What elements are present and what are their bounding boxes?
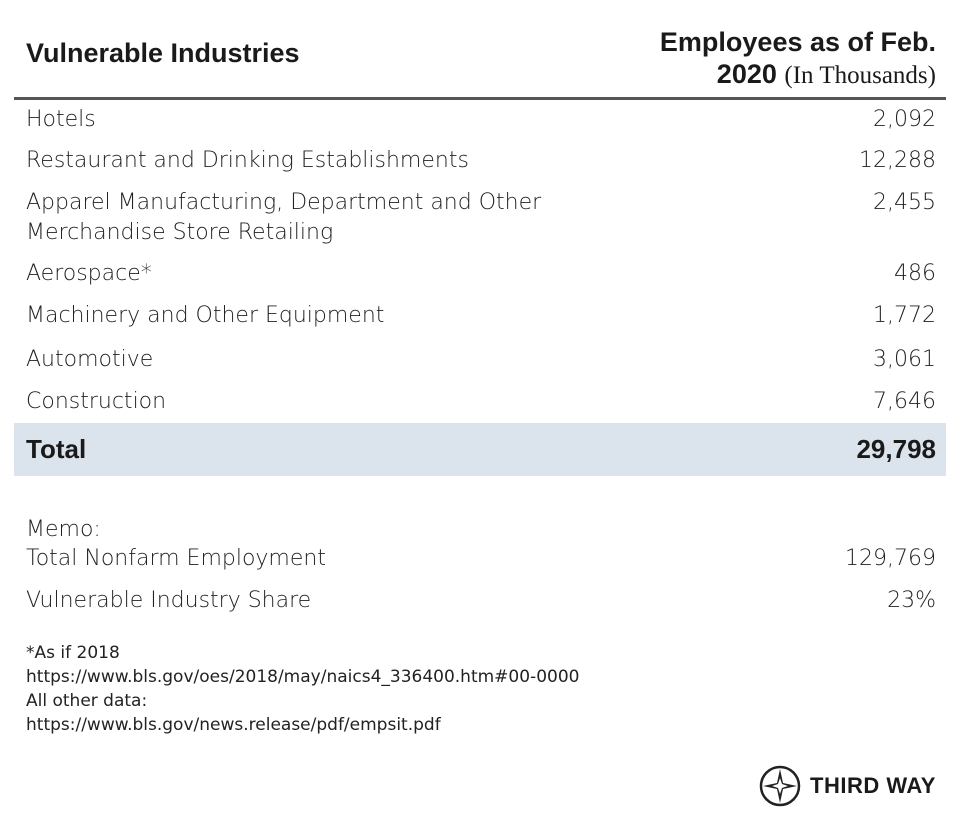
row-value: 2,092 [873, 107, 936, 132]
total-label: Total [26, 434, 87, 464]
row-label: Construction [26, 389, 167, 414]
row-label: Apparel Manufacturing, Department and Ot… [26, 190, 542, 245]
row-value: 3,061 [873, 347, 936, 372]
brand-icon [759, 765, 801, 807]
row-value: 1,772 [873, 303, 936, 328]
footnote: *As if 2018 [26, 643, 120, 663]
row-label: Automotive [26, 347, 154, 372]
memo-label: Vulnerable Industry Share [26, 588, 312, 613]
header-rule [14, 97, 946, 100]
row-value: 2,455 [873, 190, 936, 215]
row-label: Aerospace* [26, 261, 152, 286]
header-value-text: Employees as of Feb. 2020 [659, 27, 936, 89]
memo-value: 129,769 [845, 546, 936, 571]
footnote: https://www.bls.gov/news.release/pdf/emp… [26, 715, 441, 735]
total-value: 29,798 [856, 434, 936, 464]
total-row: Total 29,798 [14, 423, 946, 476]
row-label: Machinery and Other Equipment [26, 303, 385, 328]
memo-label: Total Nonfarm Employment [26, 546, 326, 571]
brand-logo: THIRD WAY [758, 764, 948, 808]
footnote: https://www.bls.gov/oes/2018/may/naics4_… [26, 667, 580, 687]
memo-title: Memo: [26, 517, 101, 542]
row-value: 12,288 [859, 148, 936, 173]
header-label: Vulnerable Industries [26, 38, 300, 68]
row-value: 486 [894, 261, 936, 286]
row-label: Hotels [26, 107, 96, 132]
header-unit: (In Thousands) [784, 62, 936, 89]
header-value: Employees as of Feb. 2020 (In Thousands) [636, 26, 936, 92]
brand-name: THIRD WAY [810, 773, 936, 798]
row-label: Restaurant and Drinking Establishments [26, 148, 469, 173]
memo-value: 23% [887, 588, 936, 613]
footnote: All other data: [26, 691, 148, 711]
row-value: 7,646 [873, 389, 936, 414]
